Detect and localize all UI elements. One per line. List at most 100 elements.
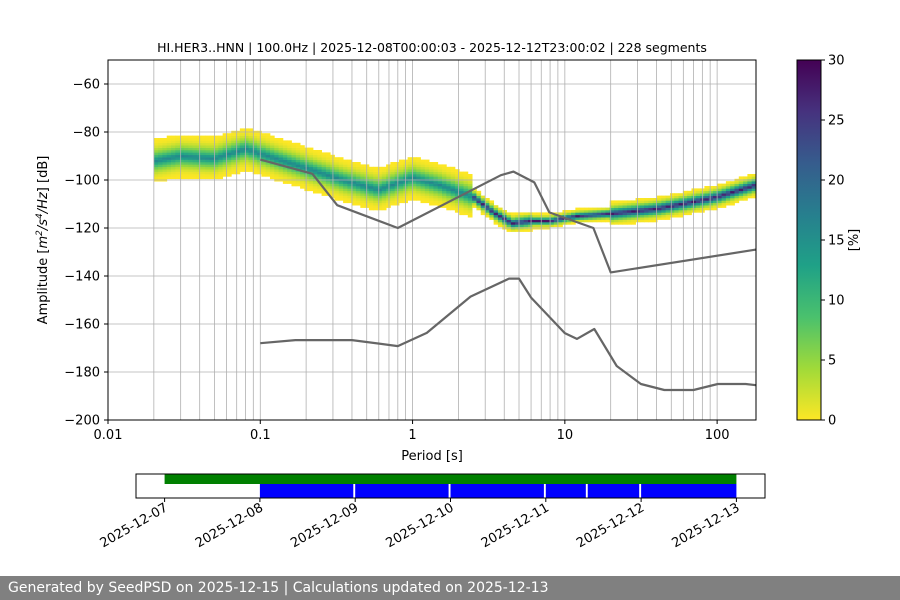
heatmap-cell — [360, 193, 365, 196]
heatmap-cell — [429, 195, 434, 199]
heatmap-cell — [450, 188, 456, 192]
heatmap-cell — [489, 205, 495, 208]
heatmap-cell — [269, 164, 275, 168]
heatmap-cell — [665, 200, 671, 204]
heatmap-cell — [192, 140, 198, 144]
heatmap-cell — [214, 171, 219, 175]
heatmap-cell — [377, 190, 383, 194]
heatmap-cell — [433, 174, 439, 177]
heatmap-cell — [648, 207, 654, 211]
heatmap-cell — [605, 207, 611, 211]
heatmap-cell — [725, 188, 731, 192]
heatmap-cell — [226, 140, 232, 144]
heatmap-cell — [717, 186, 722, 189]
heatmap-cell — [467, 186, 473, 189]
heatmap-cell — [183, 162, 189, 165]
heatmap-cell — [248, 159, 254, 163]
heatmap-cell — [523, 222, 529, 225]
heatmap-cell — [338, 174, 344, 177]
heatmap-cell — [343, 195, 348, 199]
heatmap-cell — [308, 147, 314, 151]
heatmap-cell — [472, 200, 477, 204]
heatmap-cell — [166, 169, 172, 172]
heatmap-cell — [386, 195, 391, 199]
heatmap-cell — [226, 152, 232, 156]
heatmap-cell — [674, 207, 679, 211]
heatmap-cell — [334, 171, 340, 175]
heatmap-cell — [566, 214, 572, 218]
heatmap-cell — [467, 212, 473, 216]
heatmap-cell — [282, 140, 288, 144]
heatmap-cell — [244, 154, 249, 158]
heatmap-cell — [373, 171, 378, 175]
heatmap-cell — [416, 166, 421, 170]
heatmap-cell — [622, 212, 628, 216]
heatmap-cell — [644, 219, 649, 223]
heatmap-cell — [652, 210, 658, 213]
heatmap-cell — [609, 202, 615, 206]
heatmap-cell — [648, 205, 654, 208]
heatmap-cell — [712, 190, 718, 194]
heatmap-cell — [295, 171, 301, 175]
heatmap-cell — [519, 219, 525, 223]
heatmap-cell — [459, 176, 464, 180]
footer-text: Generated by SeedPSD on 2025-12-15 | Cal… — [8, 580, 549, 596]
heatmap-cell — [304, 188, 310, 192]
heatmap-cell — [446, 171, 452, 175]
heatmap-cell — [708, 200, 714, 204]
heatmap-cell — [437, 169, 443, 172]
heatmap-cell — [205, 171, 211, 175]
heatmap-cell — [549, 222, 555, 225]
heatmap-cell — [463, 171, 469, 175]
heatmap-cell — [463, 183, 469, 187]
heatmap-cell — [162, 157, 168, 160]
heatmap-cell — [347, 186, 353, 189]
heatmap-cell — [351, 176, 357, 180]
ppsd-heatmap — [153, 128, 757, 232]
heatmap-cell — [153, 164, 159, 168]
heatmap-cell — [467, 214, 473, 218]
heatmap-cell — [248, 157, 254, 160]
heatmap-cell — [433, 186, 439, 189]
heatmap-cell — [476, 205, 482, 208]
heatmap-cell — [381, 190, 387, 194]
heatmap-cell — [248, 135, 254, 139]
heatmap-cell — [201, 138, 206, 141]
heatmap-cell — [695, 200, 701, 204]
heatmap-cell — [416, 164, 421, 168]
heatmap-cell — [618, 212, 624, 216]
heatmap-cell — [373, 207, 378, 211]
heatmap-cell — [347, 200, 353, 204]
heatmap-cell — [609, 200, 615, 204]
heatmap-cell — [682, 210, 688, 213]
heatmap-cell — [523, 229, 529, 232]
heatmap-cell — [424, 164, 430, 168]
heatmap-cell — [442, 195, 447, 199]
heatmap-cell — [390, 176, 396, 180]
heatmap-cell — [437, 166, 443, 170]
heatmap-cell — [201, 176, 206, 180]
heatmap-cell — [381, 207, 387, 211]
heatmap-cell — [614, 207, 619, 211]
heatmap-cell — [334, 157, 340, 160]
heatmap-cell — [171, 174, 176, 177]
heatmap-cell — [317, 154, 322, 158]
heatmap-cell — [442, 169, 447, 172]
heatmap-cell — [252, 162, 258, 165]
heatmap-cell — [730, 200, 735, 204]
heatmap-cell — [411, 181, 417, 184]
heatmap-cell — [158, 150, 163, 153]
heatmap-cell — [183, 145, 189, 148]
heatmap-cell — [351, 195, 357, 199]
heatmap-cell — [614, 222, 619, 225]
heatmap-cell — [218, 159, 224, 163]
heatmap-cell — [355, 188, 361, 192]
heatmap-cell — [661, 202, 667, 206]
heatmap-cell — [588, 212, 593, 216]
heatmap-cell — [214, 142, 219, 146]
heatmap-cell — [420, 176, 426, 180]
heatmap-cell — [282, 152, 288, 156]
heatmap-cell — [291, 174, 297, 177]
heatmap-cell — [485, 210, 490, 213]
heatmap-cell — [304, 152, 310, 156]
